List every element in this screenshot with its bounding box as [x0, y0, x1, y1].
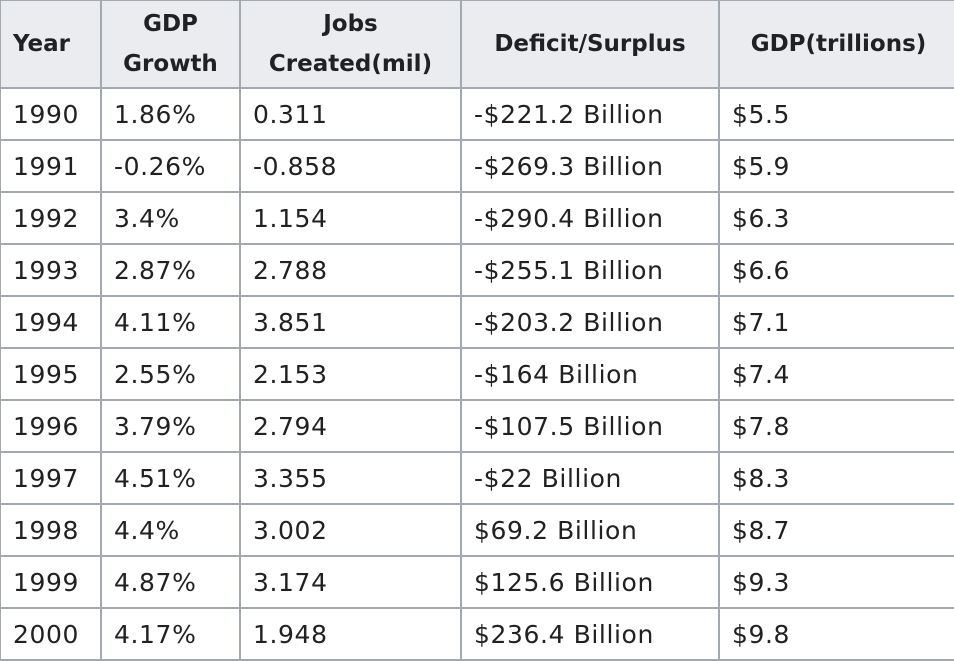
cell-deficit-surplus: -$203.2 Billion — [460, 295, 720, 349]
cell-gdp-growth: 3.4% — [100, 191, 241, 245]
cell-gdp-growth: 4.87% — [100, 555, 241, 609]
cell-year: 2000 — [0, 607, 102, 661]
table-row: 1998 4.4% 3.002 $69.2 Billion $8.7 — [0, 503, 954, 557]
cell-gdp-growth: -0.26% — [100, 139, 241, 193]
table-row: 1992 3.4% 1.154 -$290.4 Billion $6.3 — [0, 191, 954, 245]
cell-year: 1993 — [0, 243, 102, 297]
cell-gdp-growth: 2.55% — [100, 347, 241, 401]
cell-gdp-trillions: $5.5 — [718, 87, 954, 141]
cell-year: 1992 — [0, 191, 102, 245]
cell-gdp-growth: 1.86% — [100, 87, 241, 141]
table-row: 1990 1.86% 0.311 -$221.2 Billion $5.5 — [0, 87, 954, 141]
table-row: 1995 2.55% 2.153 -$164 Billion $7.4 — [0, 347, 954, 401]
cell-year: 1994 — [0, 295, 102, 349]
cell-gdp-trillions: $8.3 — [718, 451, 954, 505]
cell-gdp-growth: 4.4% — [100, 503, 241, 557]
cell-gdp-growth: 4.17% — [100, 607, 241, 661]
header-gdp-growth[interactable]: GDP Growth — [100, 0, 241, 89]
cell-gdp-trillions: $7.1 — [718, 295, 954, 349]
header-jobs-created[interactable]: Jobs Created(mil) — [239, 0, 462, 89]
cell-gdp-trillions: $8.7 — [718, 503, 954, 557]
cell-gdp-trillions: $9.3 — [718, 555, 954, 609]
table-row: 1991 -0.26% -0.858 -$269.3 Billion $5.9 — [0, 139, 954, 193]
cell-year: 1997 — [0, 451, 102, 505]
cell-gdp-trillions: $9.8 — [718, 607, 954, 661]
header-row: Year GDP Growth Jobs Created(mil) Defici… — [0, 0, 954, 89]
cell-gdp-trillions: $6.6 — [718, 243, 954, 297]
cell-jobs-created: 0.311 — [239, 87, 462, 141]
cell-gdp-trillions: $6.3 — [718, 191, 954, 245]
cell-deficit-surplus: $125.6 Billion — [460, 555, 720, 609]
cell-deficit-surplus: -$269.3 Billion — [460, 139, 720, 193]
cell-deficit-surplus: -$221.2 Billion — [460, 87, 720, 141]
cell-year: 1991 — [0, 139, 102, 193]
cell-gdp-trillions: $7.4 — [718, 347, 954, 401]
cell-deficit-surplus: -$164 Billion — [460, 347, 720, 401]
cell-jobs-created: 2.794 — [239, 399, 462, 453]
table-row: 2000 4.17% 1.948 $236.4 Billion $9.8 — [0, 607, 954, 661]
cell-year: 1995 — [0, 347, 102, 401]
header-year[interactable]: Year — [0, 0, 102, 89]
table-row: 1997 4.51% 3.355 -$22 Billion $8.3 — [0, 451, 954, 505]
cell-gdp-growth: 4.11% — [100, 295, 241, 349]
cell-jobs-created: -0.858 — [239, 139, 462, 193]
cell-jobs-created: 3.355 — [239, 451, 462, 505]
cell-deficit-surplus: -$255.1 Billion — [460, 243, 720, 297]
cell-jobs-created: 3.851 — [239, 295, 462, 349]
cell-deficit-surplus: -$22 Billion — [460, 451, 720, 505]
cell-deficit-surplus: $69.2 Billion — [460, 503, 720, 557]
cell-deficit-surplus: $236.4 Billion — [460, 607, 720, 661]
cell-jobs-created: 3.002 — [239, 503, 462, 557]
cell-year: 1998 — [0, 503, 102, 557]
cell-deficit-surplus: -$290.4 Billion — [460, 191, 720, 245]
cell-gdp-growth: 2.87% — [100, 243, 241, 297]
table-row: 1996 3.79% 2.794 -$107.5 Billion $7.8 — [0, 399, 954, 453]
cell-jobs-created: 1.154 — [239, 191, 462, 245]
cell-gdp-trillions: $7.8 — [718, 399, 954, 453]
header-deficit-surplus[interactable]: Deficit/Surplus — [460, 0, 720, 89]
cell-year: 1999 — [0, 555, 102, 609]
cell-jobs-created: 1.948 — [239, 607, 462, 661]
cell-jobs-created: 3.174 — [239, 555, 462, 609]
cell-jobs-created: 2.153 — [239, 347, 462, 401]
cell-gdp-growth: 3.79% — [100, 399, 241, 453]
table-row: 1994 4.11% 3.851 -$203.2 Billion $7.1 — [0, 295, 954, 349]
table-row: 1993 2.87% 2.788 -$255.1 Billion $6.6 — [0, 243, 954, 297]
cell-gdp-trillions: $5.9 — [718, 139, 954, 193]
table-row: 1999 4.87% 3.174 $125.6 Billion $9.3 — [0, 555, 954, 609]
table-header: Year GDP Growth Jobs Created(mil) Defici… — [0, 0, 954, 89]
table-body: 1990 1.86% 0.311 -$221.2 Billion $5.5 1991 -0.… — [0, 87, 954, 661]
header-gdp-trillions[interactable]: GDP(trillions) — [718, 0, 954, 89]
cell-gdp-growth: 4.51% — [100, 451, 241, 505]
cell-deficit-surplus: -$107.5 Billion — [460, 399, 720, 453]
cell-year: 1990 — [0, 87, 102, 141]
cell-year: 1996 — [0, 399, 102, 453]
cell-jobs-created: 2.788 — [239, 243, 462, 297]
